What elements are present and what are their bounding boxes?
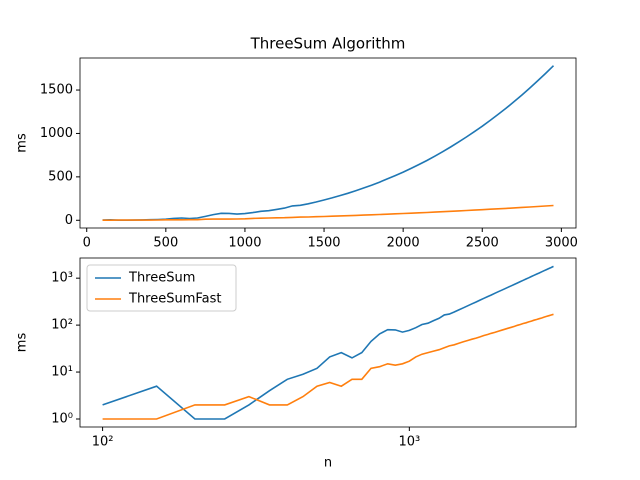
x-axis-label: n [324,456,332,471]
y-tick-label: 1500 [40,83,73,98]
y-axis-label: ms [15,133,30,153]
legend-box [86,264,237,312]
x-tick-label: 500 [153,236,178,251]
x-tick-label: 10³ [398,435,420,450]
series-line [102,265,554,420]
y-tick-label: 10⁰ [51,411,73,426]
x-tick-label: 2000 [387,236,420,251]
x-tick-label: 10² [92,435,114,450]
series-line [102,313,554,420]
y-tick-label: 500 [48,169,73,184]
axes-frame [79,57,577,229]
x-tick-label: 1000 [228,236,261,251]
axes-background [80,58,576,228]
y-tick-label: 10³ [51,271,73,286]
x-tick-label: 1500 [307,236,340,251]
y-tick-label: 10² [51,318,73,333]
chart-title: ThreeSum Algorithm [250,35,406,53]
legend-label: ThreeSumFast [128,292,222,307]
legend-label: ThreeSum [128,271,195,286]
series-line [102,204,554,221]
x-tick-label: 0 [83,236,91,251]
x-tick-label: 3000 [545,236,578,251]
y-tick-label: 10¹ [51,365,73,380]
y-axis-label: ms [15,333,30,353]
series-line [102,65,555,221]
y-tick-label: 0 [65,213,73,228]
axes-frame [79,257,577,428]
x-tick-label: 2500 [466,236,499,251]
y-tick-label: 1000 [40,126,73,141]
